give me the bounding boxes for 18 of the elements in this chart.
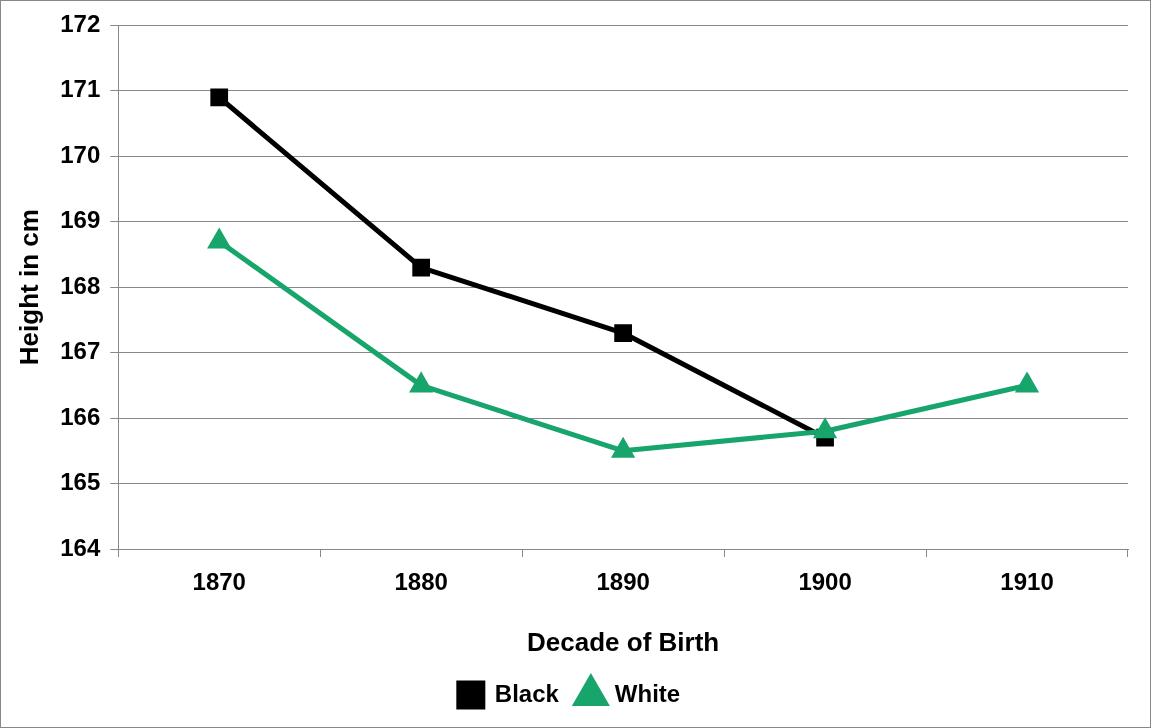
x-tick-label: 1870 <box>192 568 246 596</box>
legend-label: White <box>614 679 681 707</box>
y-tick-label: 171 <box>60 75 101 103</box>
y-axis-title: Height in cm <box>13 209 44 366</box>
x-axis-title: Decade of Birth <box>527 626 720 657</box>
y-tick-label: 165 <box>60 468 101 496</box>
legend-label: Black <box>494 679 560 707</box>
y-tick-label: 169 <box>60 206 101 234</box>
y-tick-label: 166 <box>60 402 101 430</box>
x-tick-label: 1880 <box>394 568 448 596</box>
y-tick-label: 170 <box>60 140 101 168</box>
y-tick-label: 168 <box>60 271 101 299</box>
y-tick-label: 172 <box>60 10 101 38</box>
x-tick-label: 1910 <box>1000 568 1054 596</box>
y-tick-label: 167 <box>60 337 101 365</box>
x-tick-label: 1900 <box>798 568 852 596</box>
y-tick-label: 164 <box>60 533 101 561</box>
x-tick-label: 1890 <box>596 568 650 596</box>
